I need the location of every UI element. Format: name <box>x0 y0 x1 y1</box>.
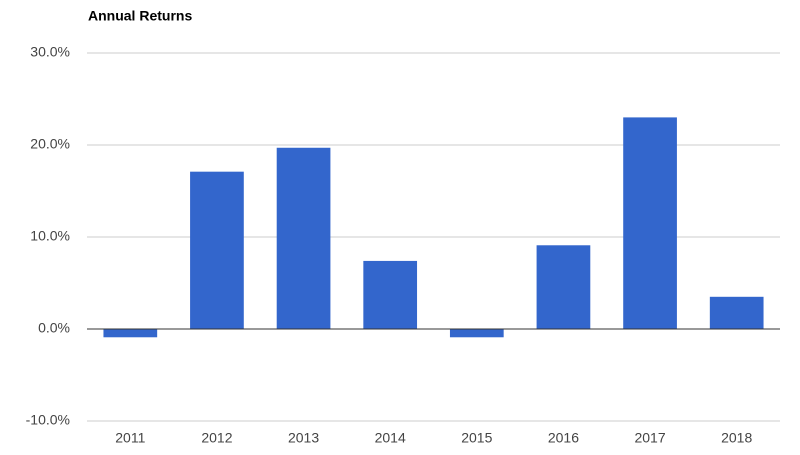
bar <box>190 171 244 329</box>
x-tick-label: 2018 <box>721 430 752 446</box>
x-tick-label: 2014 <box>375 430 406 446</box>
y-tick-label: -10.0% <box>26 412 70 428</box>
bar <box>363 260 418 329</box>
x-tick-label: 2012 <box>201 430 232 446</box>
bar <box>449 329 504 338</box>
bar <box>709 296 764 329</box>
y-tick-label: 20.0% <box>30 136 70 152</box>
bar <box>103 329 158 338</box>
bar <box>276 147 331 329</box>
x-tick-label: 2017 <box>634 430 665 446</box>
x-tick-label: 2013 <box>288 430 319 446</box>
y-tick-label: 10.0% <box>30 228 70 244</box>
chart-title: Annual Returns <box>88 8 192 24</box>
x-tick-label: 2015 <box>461 430 492 446</box>
x-tick-label: 2011 <box>115 430 145 446</box>
y-tick-label: 0.0% <box>38 320 70 336</box>
y-tick-label: 30.0% <box>30 44 70 60</box>
bar <box>623 117 677 330</box>
bar <box>536 245 591 329</box>
x-tick-label: 2016 <box>548 430 579 446</box>
